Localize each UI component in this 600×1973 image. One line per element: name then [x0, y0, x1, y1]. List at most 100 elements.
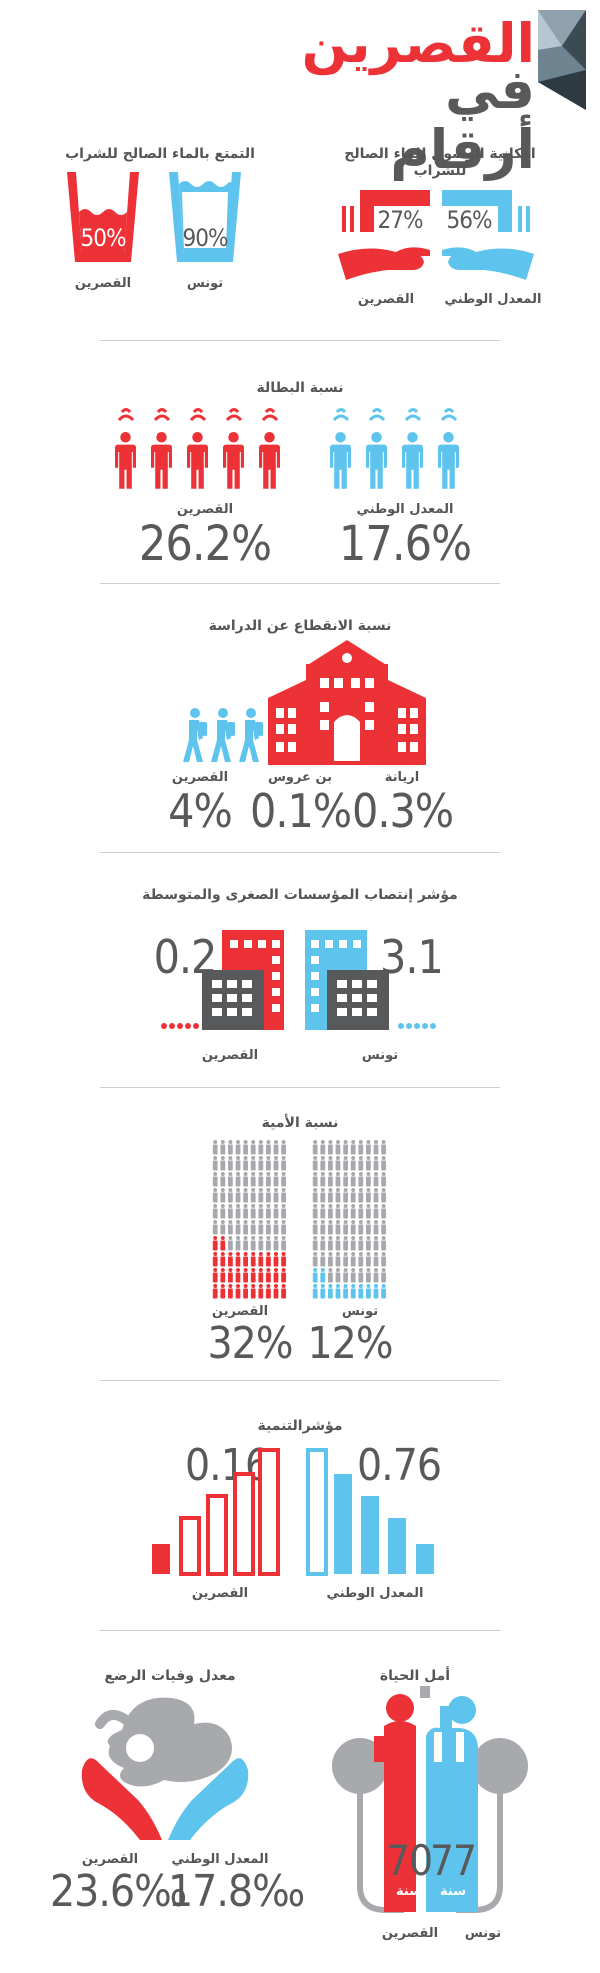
tap-label-national: المعدل الوطني: [444, 292, 542, 307]
person-icon: [258, 1172, 264, 1187]
illiteracy-label-tunis: تونس: [341, 1304, 379, 1319]
person-icon: [350, 1204, 356, 1219]
person-icon: [312, 1156, 318, 1171]
person-icon: [381, 1268, 386, 1283]
signal-arc: [264, 408, 276, 414]
infant-title: معدل وفيات الرضع: [104, 1668, 236, 1684]
person-icon: [266, 1284, 271, 1299]
person-icon: [243, 1220, 248, 1235]
person-icon: [381, 1156, 386, 1171]
person-icon: [281, 1156, 286, 1171]
person-icon: [250, 1252, 256, 1267]
person-icon: [358, 1284, 364, 1299]
person-icon: [320, 1172, 326, 1187]
student-icon: [239, 708, 263, 762]
person-icon: [350, 1140, 356, 1155]
person-icon: [220, 1188, 226, 1203]
person-icon: [281, 1220, 286, 1235]
person-icon: [358, 1204, 364, 1219]
person-icon: [312, 1172, 318, 1187]
glass-icon-tunis: [169, 172, 241, 262]
person-icon: [220, 1220, 226, 1235]
person-icon: [328, 1140, 333, 1155]
person-icon: [235, 1220, 241, 1235]
life-label-tunis: تونس: [464, 1926, 502, 1941]
person-icon: [328, 1172, 333, 1187]
person-icon: [235, 1156, 241, 1171]
person-icon: [220, 1172, 226, 1187]
person-icon: [366, 432, 387, 489]
header-title-line1: القصرين: [301, 12, 535, 75]
water-enjoy-title: التمتع بالماء الصالح للشراب: [65, 146, 255, 162]
person-icon: [281, 1172, 286, 1187]
person-icon: [366, 1236, 371, 1251]
signal-arc: [156, 408, 168, 414]
dropout-title: نسبة الانقطاع عن الدراسة: [208, 618, 392, 634]
person-icon: [335, 1204, 341, 1219]
person-icon: [343, 1156, 348, 1171]
person-icon: [273, 1220, 279, 1235]
person-icon: [281, 1188, 286, 1203]
person-icon: [259, 432, 280, 489]
person-icon: [281, 1204, 286, 1219]
infant-label-kasserine: القصرين: [81, 1852, 139, 1867]
person-icon: [220, 1140, 226, 1155]
tap-hand-icon-kasserine: [338, 190, 430, 280]
person-icon: [266, 1188, 271, 1203]
person-icon: [258, 1204, 264, 1219]
person-icon: [350, 1172, 356, 1187]
tap-hand-icon-national: [442, 190, 534, 280]
person-icon: [151, 432, 172, 489]
tap-value-kasserine: 27%: [377, 206, 424, 234]
infant-label-national: المعدل الوطني: [171, 1852, 269, 1867]
person-icon: [223, 432, 244, 489]
person-icon: [273, 1284, 279, 1299]
person-icon: [350, 1268, 356, 1283]
unemployment-value-national: 17.6%: [338, 516, 472, 572]
person-icon: [358, 1156, 364, 1171]
students-walking-icon: [183, 708, 263, 762]
person-icon: [373, 1156, 379, 1171]
person-icon: [328, 1204, 333, 1219]
person-icon: [335, 1140, 341, 1155]
person-icon: [266, 1252, 271, 1267]
person-icon: [220, 1204, 226, 1219]
person-icon: [343, 1140, 348, 1155]
person-icon: [335, 1220, 341, 1235]
signal-arc: [261, 414, 279, 422]
person-icon: [335, 1156, 341, 1171]
signal-arc: [225, 414, 243, 422]
person-icon: [212, 1268, 218, 1283]
person-icon: [243, 1204, 248, 1219]
unemployment-value-kasserine: 26.2%: [138, 516, 272, 572]
person-icon: [243, 1284, 248, 1299]
person-icon: [266, 1140, 271, 1155]
person-icon: [273, 1172, 279, 1187]
illiteracy-value-tunis: 12%: [307, 1318, 394, 1369]
life-label-kasserine: القصرين: [381, 1926, 439, 1941]
person-icon: [273, 1188, 279, 1203]
life-unit-kasserine: سنة: [396, 1884, 422, 1899]
person-icon: [228, 1156, 233, 1171]
person-icon: [220, 1252, 226, 1267]
signal-arc: [117, 414, 135, 422]
person-icon: [212, 1156, 218, 1171]
header-title-line2: في أرقام: [390, 58, 535, 181]
person-icon: [350, 1188, 356, 1203]
person-icon: [381, 1140, 386, 1155]
person-icon: [212, 1204, 218, 1219]
person-icon: [235, 1252, 241, 1267]
life-unit-tunis: سنة: [440, 1884, 466, 1899]
person-icon: [250, 1204, 256, 1219]
person-icon: [373, 1252, 379, 1267]
school-icon: [268, 640, 426, 765]
person-icon: [228, 1220, 233, 1235]
person-icon: [366, 1220, 371, 1235]
person-icon: [266, 1236, 271, 1251]
life-expectancy-icon: [332, 1686, 528, 1913]
signal-arc: [189, 414, 207, 422]
person-icon: [343, 1220, 348, 1235]
person-icon: [320, 1268, 326, 1283]
buildings-icon-kasserine: [161, 930, 284, 1030]
person-icon: [212, 1252, 218, 1267]
